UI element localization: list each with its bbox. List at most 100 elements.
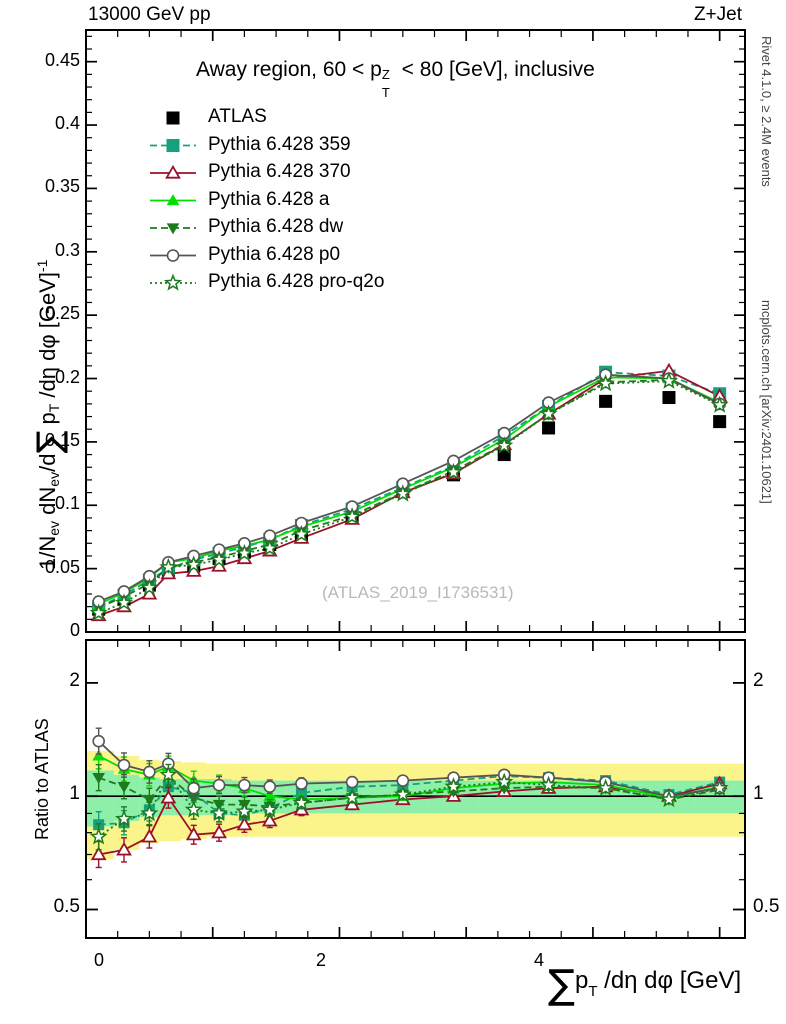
legend-label-pythia-6-428-dw: Pythia 6.428 dw [208, 216, 344, 237]
ratio-point-Pythia-6-428-p0 [542, 771, 555, 784]
main-series-line-Pythia-6-428-p0 [98, 373, 721, 603]
ratio-band-inner-seg [320, 780, 378, 814]
main-point-Pythia-6-428-a [713, 396, 726, 408]
ratio-band-inner-seg [257, 780, 287, 814]
main-point-Pythia-6-428-pro-q2o [210, 550, 229, 568]
ratio-band-inner-seg [181, 779, 207, 816]
ratio-point-Pythia-6-428-dw [92, 772, 105, 784]
legend-marker-4 [166, 223, 180, 235]
ratio-point-Pythia-6-428-pro-q2o [659, 790, 678, 808]
ratio-point-Pythia-6-428-pro-q2o [292, 793, 311, 811]
ratio-band-outer-yellow [86, 763, 745, 837]
ratio-point-Pythia-6-428-pro-q2o [495, 772, 514, 790]
title-part-a: Away region, 60 < p [196, 58, 382, 81]
ratio-point-Pythia-6-428-a [497, 777, 511, 789]
main-point-Pythia-6-428-359 [294, 519, 308, 533]
main-point-Pythia-6-428-a [497, 433, 511, 445]
ylabel-sub1: ev [46, 520, 62, 536]
ratio-point-Pythia-6-428-359 [118, 817, 130, 829]
main-point-Pythia-6-428-p0 [143, 569, 156, 583]
ratio-point-Pythia-6-428-a [295, 793, 308, 805]
ratio-band-outer-seg [206, 763, 232, 837]
title-sup-z: Z [381, 67, 390, 82]
ratio-point-Pythia-6-428-pro-q2o [343, 788, 362, 806]
legend-marker-5 [166, 249, 180, 262]
plot-title: Away region, 60 < p Z T < 80 [GeV], incl… [196, 58, 595, 100]
ratio-point-Pythia-6-428-dw [396, 789, 410, 801]
main-point-Pythia-6-428-dw [345, 510, 359, 522]
main-point-Pythia-6-428-p0 [162, 555, 175, 569]
main-point-Pythia-6-428-359 [662, 369, 676, 383]
main-point-Pythia-6-428-370 [711, 388, 728, 402]
ratio-point-Pythia-6-428-a [187, 774, 201, 786]
main-point-Pythia-6-428-359 [396, 481, 410, 495]
ratio-point-Pythia-6-428-p0 [212, 778, 226, 792]
main-point-ATLAS [713, 415, 727, 429]
main-point-ATLAS [447, 468, 461, 482]
main-point-Pythia-6-428-359 [497, 429, 511, 443]
mcplots-caption: mcplots.cern.ch [arXiv:2401.10621] [759, 300, 774, 504]
main-ytick-label-0.1: 0.1 [54, 493, 80, 514]
main-point-Pythia-6-428-359 [345, 502, 359, 516]
ratio-band-outer-seg [478, 777, 530, 818]
ylabel-p3: /d [35, 453, 60, 472]
ratio-band-inner-seg [529, 780, 574, 814]
ratio-point-Pythia-6-428-359 [264, 802, 276, 814]
ratio-point-Pythia-6-428-p0 [713, 781, 726, 795]
ratio-series-line-Pythia-6-428-a [98, 755, 720, 801]
ratio-point-Pythia-6-428-pro-q2o [710, 778, 729, 796]
main-point-Pythia-6-428-dw [497, 439, 511, 451]
main-point-Pythia-6-428-370 [496, 436, 513, 451]
ratio-point-Pythia-6-428-p0 [92, 734, 105, 748]
ratio-band-inner-seg [206, 779, 232, 816]
main-point-Pythia-6-428-359 [187, 553, 201, 567]
ratio-point-Pythia-6-428-359 [543, 772, 555, 784]
ratio-point-Pythia-6-428-a [345, 791, 359, 803]
ratio-band-inner-seg [113, 774, 140, 821]
main-point-Pythia-6-428-370 [293, 530, 310, 544]
main-point-Pythia-6-428-pro-q2o [343, 507, 362, 525]
main-point-Pythia-6-428-a [162, 555, 175, 567]
ratio-band-outer-seg [257, 766, 287, 833]
main-point-Pythia-6-428-p0 [396, 477, 410, 491]
ratio-point-Pythia-6-428-p0 [599, 775, 612, 789]
ratio-point-Pythia-6-428-pro-q2o [184, 800, 203, 818]
legend-label-pythia-6-428-a: Pythia 6.428 a [208, 188, 330, 210]
ratio-band-inner-seg [377, 780, 429, 814]
main-point-Pythia-6-428-359 [142, 573, 156, 587]
main-point-Pythia-6-428-dw [295, 525, 308, 537]
ratio-band-outer-seg [320, 771, 378, 825]
main-ytick-label-0.05: 0.05 [44, 556, 80, 577]
ratio-point-Pythia-6-428-pro-q2o [140, 803, 159, 822]
ratio-point-Pythia-6-428-a [447, 781, 460, 793]
legend-label-atlas: ATLAS [208, 106, 267, 127]
legend-marker-6 [163, 273, 183, 291]
main-point-ATLAS [396, 482, 410, 496]
ratio-point-Pythia-6-428-dw [295, 798, 308, 810]
main-point-Pythia-6-428-p0 [238, 536, 251, 550]
main-point-Pythia-6-428-dw [713, 399, 726, 411]
ratio-point-Pythia-6-428-370 [394, 791, 411, 806]
ratio-point-Pythia-6-428-pro-q2o [596, 778, 615, 796]
ratio-band-inner-seg [86, 770, 114, 827]
ratio-point-Pythia-6-428-359 [498, 770, 510, 782]
ratio-point-Pythia-6-428-370 [141, 828, 158, 843]
main-point-Pythia-6-428-p0 [295, 516, 308, 530]
main-point-Pythia-6-428-a [345, 505, 359, 517]
main-point-Pythia-6-428-a [238, 539, 251, 551]
ratio-band-outer-seg [694, 779, 745, 816]
main-point-Pythia-6-428-a [187, 552, 201, 564]
ratio-point-Pythia-6-428-359 [448, 775, 460, 787]
main-point-Pythia-6-428-359 [161, 562, 175, 576]
main-point-ATLAS [142, 578, 156, 592]
ratio-point-Pythia-6-428-p0 [263, 780, 277, 793]
process-label: Z+Jet [693, 4, 742, 25]
ratio-point-Pythia-6-428-p0 [662, 789, 676, 803]
main-point-Pythia-6-428-pro-q2o [495, 436, 514, 454]
main-point-Pythia-6-428-370 [661, 362, 677, 377]
ylabel-sub3: T [46, 403, 62, 413]
ratio-band-outer-seg [529, 777, 574, 818]
ylabel-p4: p [35, 412, 60, 431]
ratio-point-Pythia-6-428-dw [117, 781, 131, 793]
main-point-Pythia-6-428-a [143, 571, 156, 583]
